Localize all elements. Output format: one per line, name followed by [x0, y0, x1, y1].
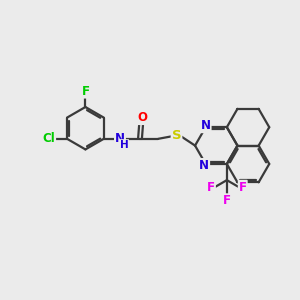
- Text: S: S: [172, 129, 181, 142]
- Text: N: N: [199, 159, 209, 172]
- Text: O: O: [137, 111, 147, 124]
- Text: H: H: [120, 140, 128, 150]
- Text: N: N: [201, 119, 211, 132]
- Text: F: F: [223, 194, 231, 207]
- Text: F: F: [207, 181, 215, 194]
- Text: Cl: Cl: [42, 132, 55, 145]
- Text: N: N: [115, 132, 125, 145]
- Text: F: F: [239, 181, 247, 194]
- Text: F: F: [81, 85, 89, 98]
